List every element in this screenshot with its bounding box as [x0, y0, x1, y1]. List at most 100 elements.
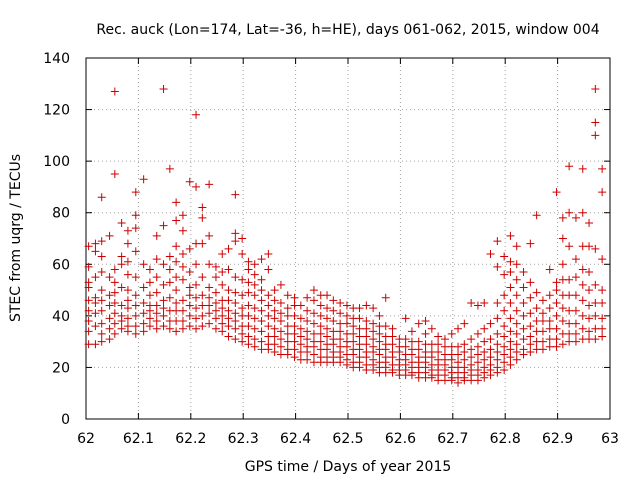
data-point	[84, 317, 93, 326]
data-point	[388, 360, 397, 369]
data-point	[211, 298, 220, 307]
data-point	[238, 275, 247, 284]
data-point	[84, 306, 93, 315]
data-point	[218, 268, 227, 277]
data-point	[506, 314, 515, 323]
data-point	[355, 314, 364, 323]
data-point	[578, 208, 587, 217]
data-point	[276, 309, 285, 318]
data-point	[110, 278, 119, 287]
data-point	[585, 242, 594, 251]
data-point	[244, 288, 253, 297]
data-point	[362, 324, 371, 333]
data-point	[585, 219, 594, 228]
data-point	[145, 265, 154, 274]
data-point	[598, 324, 607, 333]
data-point	[362, 332, 371, 341]
data-point	[512, 242, 521, 251]
data-point	[532, 288, 541, 297]
data-point	[545, 265, 554, 274]
data-point	[264, 301, 273, 310]
data-point	[264, 291, 273, 300]
data-point	[198, 322, 207, 331]
data-point	[270, 332, 279, 341]
data-point	[526, 332, 535, 341]
data-point	[538, 317, 547, 326]
data-point	[231, 317, 240, 326]
data-point	[545, 304, 554, 313]
data-point	[231, 309, 240, 318]
data-point	[257, 327, 266, 336]
data-point	[375, 311, 384, 320]
data-point	[512, 275, 521, 284]
data-point	[349, 337, 358, 346]
data-point	[493, 347, 502, 356]
data-point	[97, 319, 106, 328]
data-point	[172, 286, 181, 295]
y-tick-label: 20	[52, 360, 70, 376]
data-point	[401, 335, 410, 344]
data-point	[211, 288, 220, 297]
data-point	[486, 345, 495, 354]
data-point	[369, 327, 378, 336]
data-point	[369, 342, 378, 351]
data-point	[526, 309, 535, 318]
data-point	[552, 298, 561, 307]
data-point	[414, 345, 423, 354]
data-point	[506, 337, 515, 346]
data-point	[84, 278, 93, 287]
data-point	[552, 311, 561, 320]
data-point	[244, 332, 253, 341]
x-tick-label: 62.5	[332, 431, 363, 447]
data-point	[97, 268, 106, 277]
data-point	[238, 337, 247, 346]
data-point	[598, 286, 607, 295]
data-point	[192, 260, 201, 269]
data-point	[152, 288, 161, 297]
data-point	[532, 211, 541, 220]
data-point	[211, 314, 220, 323]
data-point	[244, 340, 253, 349]
data-point	[323, 291, 332, 300]
data-point	[244, 311, 253, 320]
data-point	[283, 337, 292, 346]
data-point	[414, 319, 423, 328]
data-point	[355, 304, 364, 313]
data-point	[512, 347, 521, 356]
data-point	[493, 340, 502, 349]
data-point	[231, 298, 240, 307]
data-point	[434, 332, 443, 341]
data-point	[123, 286, 132, 295]
data-point	[257, 345, 266, 354]
data-point	[362, 317, 371, 326]
data-point	[152, 255, 161, 264]
data-point	[565, 275, 574, 284]
data-point	[283, 345, 292, 354]
data-point	[131, 329, 140, 338]
data-point	[165, 265, 174, 274]
data-point	[552, 342, 561, 351]
data-point	[165, 324, 174, 333]
data-point	[565, 329, 574, 338]
data-point	[526, 347, 535, 356]
data-point	[538, 345, 547, 354]
data-point	[375, 329, 384, 338]
data-point	[91, 247, 100, 256]
data-point	[467, 298, 476, 307]
data-point	[506, 283, 515, 292]
data-point	[192, 293, 201, 302]
data-point	[500, 270, 509, 279]
data-point	[218, 304, 227, 313]
data-point	[473, 366, 482, 375]
data-point	[486, 360, 495, 369]
y-tick-label: 120	[43, 103, 70, 119]
data-point	[105, 335, 114, 344]
data-point	[526, 239, 535, 248]
data-point	[401, 342, 410, 351]
data-point	[558, 304, 567, 313]
data-point	[467, 360, 476, 369]
data-point	[97, 286, 106, 295]
data-point	[283, 322, 292, 331]
data-point	[244, 278, 253, 287]
chart-title: Rec. auck (Lon=174, Lat=-36, h=HE), days…	[96, 22, 599, 38]
